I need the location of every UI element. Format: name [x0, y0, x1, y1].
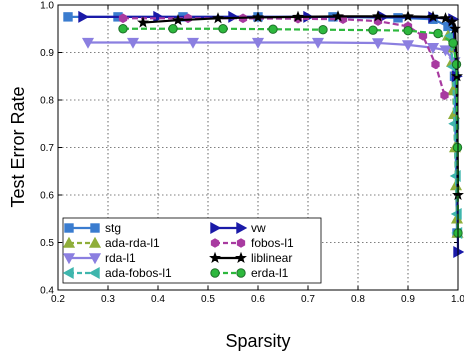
y-tick-label: 0.6 [40, 191, 54, 202]
data-point-fobos-l1 [431, 59, 440, 70]
y-tick-label: 0.8 [40, 96, 54, 107]
legend-marker-fobos-l1 [210, 238, 220, 248]
series-line-erda-l1 [123, 27, 460, 234]
data-point-liblinear [439, 12, 452, 24]
y-tick-label: 0.9 [40, 48, 54, 59]
data-point-rda-l1 [401, 40, 415, 52]
data-point-fobos-l1 [118, 13, 128, 24]
legend-marker-vw [210, 221, 222, 235]
legend-item-fobos-l1: fobos-l1 [210, 236, 294, 250]
x-tick-label: 0.9 [401, 294, 415, 305]
x-tick-label: 0.8 [351, 294, 365, 305]
y-tick-label: 0.4 [40, 286, 54, 297]
data-point-stg [63, 12, 73, 22]
legend-label-erda-l1: erda-l1 [251, 266, 289, 280]
legend-label-fobos-l1: fobos-l1 [251, 236, 294, 250]
legend-marker-fobos-l1 [236, 238, 246, 248]
data-point-rda-l1 [311, 37, 325, 49]
legend-box [62, 217, 322, 284]
legend-item-rda-l1: rda-l1 [62, 251, 136, 265]
x-tick-label: 0.3 [101, 294, 115, 305]
data-point-fobos-l1 [183, 13, 193, 24]
legend-item-ada-rda-l1: ada-rda-l1 [62, 236, 160, 250]
data-point-erda-l1 [168, 24, 178, 34]
y-tick-label: 0.5 [40, 238, 54, 249]
data-point-liblinear [137, 16, 149, 28]
data-point-erda-l1 [448, 38, 458, 48]
data-point-rda-l1 [126, 37, 140, 49]
legend-label-ada-fobos-l1: ada-fobos-l1 [105, 266, 172, 280]
data-point-rda-l1 [439, 45, 452, 57]
data-point-vw [78, 10, 90, 23]
legend-marker-liblinear [235, 251, 247, 264]
y-tick-label: 0.7 [40, 143, 54, 154]
legend-label-liblinear: liblinear [251, 251, 292, 265]
y-axis-title: Test Error Rate [8, 86, 28, 207]
legend-marker-erda-l1 [236, 268, 246, 278]
x-tick-label: 0.5 [201, 294, 215, 305]
x-tick-label: 0.7 [301, 294, 315, 305]
legend-marker-rda-l1 [88, 253, 102, 265]
x-tick-label: 1.0 [451, 294, 464, 305]
x-axis-title: Sparsity [225, 331, 290, 351]
data-point-erda-l1 [403, 25, 413, 36]
data-point-fobos-l1 [440, 90, 449, 101]
data-point-liblinear [172, 13, 184, 26]
data-point-rda-l1 [251, 37, 265, 49]
legend-marker-rda-l1 [62, 253, 76, 265]
data-point-liblinear [372, 10, 384, 22]
data-point-liblinear [446, 15, 458, 27]
legend-item-ada-fobos-l1: ada-fobos-l1 [62, 266, 172, 280]
legend-marker-ada-fobos-l1 [62, 266, 74, 280]
legend-marker-ada-rda-l1 [88, 236, 102, 248]
data-point-liblinear [212, 12, 224, 24]
legend-marker-erda-l1 [210, 268, 220, 278]
legend-item-stg: stg [64, 221, 121, 235]
legend-marker-liblinear [209, 251, 221, 264]
data-point-erda-l1 [433, 28, 443, 39]
legend-marker-ada-rda-l1 [62, 236, 76, 248]
data-point-rda-l1 [426, 43, 440, 54]
data-point-erda-l1 [268, 24, 278, 34]
data-point-liblinear [402, 10, 414, 22]
legend-item-liblinear: liblinear [209, 251, 292, 265]
legend-label-rda-l1: rda-l1 [105, 251, 136, 265]
data-point-liblinear [332, 10, 344, 22]
data-point-fobos-l1 [418, 31, 428, 41]
series-line-rda-l1 [88, 41, 456, 63]
data-point-rda-l1 [186, 37, 200, 49]
tick-layer: 0.2 0.3 0.4 0.5 0.6 0.7 0.8 0.9 1.0 0.4 0.5 0.6 0.7 0… [40, 1, 464, 306]
data-point-rda-l1 [371, 38, 385, 50]
data-point-erda-l1 [118, 24, 128, 34]
x-tick-label: 0.2 [51, 294, 65, 305]
data-point-rda-l1 [81, 37, 95, 49]
data-point-erda-l1 [368, 25, 378, 35]
data-point-vw [153, 10, 165, 23]
legend-marker-stg [64, 223, 74, 233]
data-point-erda-l1 [218, 24, 228, 34]
data-point-liblinear [427, 10, 439, 22]
data-point-liblinear [292, 10, 304, 22]
data-point-erda-l1 [451, 59, 462, 70]
legend-item-vw: vw [210, 221, 266, 235]
x-tick-label: 0.6 [251, 294, 265, 305]
data-point-liblinear [252, 11, 264, 23]
legend-label-vw: vw [251, 221, 266, 235]
legend-item-erda-l1: erda-l1 [210, 266, 289, 280]
legend-marker-stg [90, 223, 100, 233]
legend-label-stg: stg [105, 221, 121, 235]
data-point-erda-l1 [318, 25, 328, 35]
legend-label-ada-rda-l1: ada-rda-l1 [105, 236, 160, 250]
series-layer [63, 10, 464, 259]
legend-marker-ada-fobos-l1 [88, 266, 100, 280]
plot-frame [57, 4, 459, 291]
legend-marker-vw [236, 221, 248, 235]
x-tick-label: 0.4 [151, 294, 165, 305]
series-liblinear [137, 10, 464, 201]
y-tick-label: 1.0 [40, 1, 54, 12]
